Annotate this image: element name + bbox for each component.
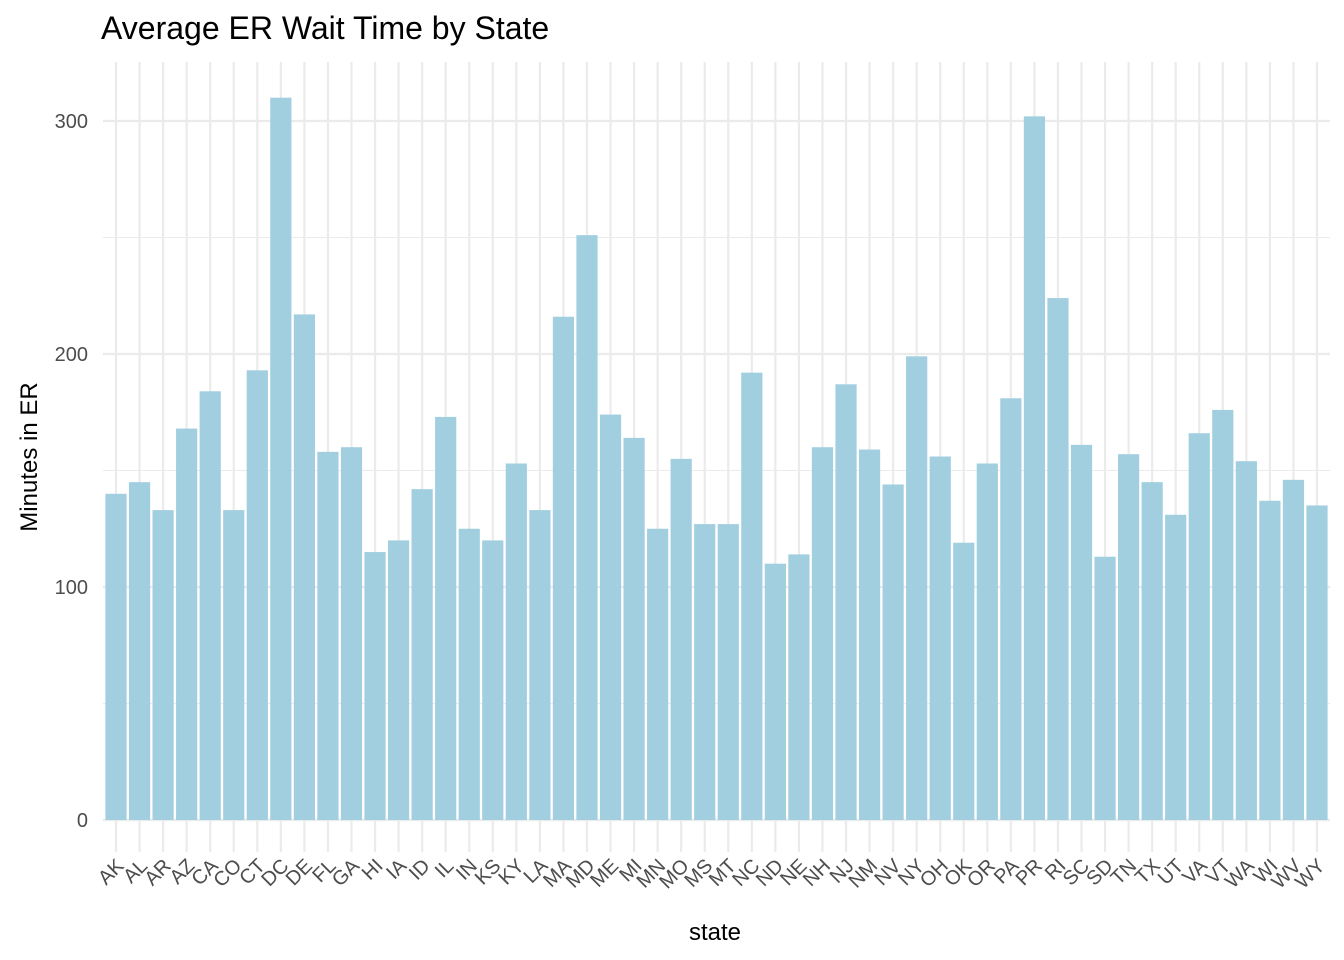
bar-nv (882, 484, 904, 820)
bar-in (458, 528, 480, 820)
bar-wi (1259, 500, 1281, 820)
bar-ok (953, 542, 975, 820)
bar-sd (1094, 556, 1116, 820)
y-axis-title: Minutes in ER (16, 382, 43, 531)
bar-ny (906, 356, 928, 820)
bar-de (293, 314, 315, 820)
bar-pr (1023, 116, 1046, 821)
bar-az (176, 428, 198, 820)
bar-layer (105, 97, 1328, 821)
bar-nd (764, 563, 786, 820)
bar-ar (152, 510, 174, 820)
bar-or (976, 463, 998, 820)
bar-al (128, 482, 151, 820)
bar-dc (270, 97, 292, 820)
bar-tn (1118, 454, 1140, 820)
bar-nh (811, 447, 834, 820)
bar-wv (1282, 479, 1305, 820)
bar-nj (835, 384, 857, 820)
bar-la (529, 510, 551, 820)
y-tick-label: 300 (55, 111, 88, 133)
x-tick-label: PR (1012, 855, 1047, 890)
bar-ne (788, 554, 810, 820)
x-tick-label: WY (1291, 855, 1329, 893)
bar-vt (1212, 409, 1234, 820)
y-tick-label: 100 (55, 577, 88, 599)
x-axis-title: state (689, 919, 741, 946)
bar-sc (1070, 444, 1093, 820)
bar-mo (670, 458, 692, 820)
chart-title: Average ER Wait Time by State (101, 10, 550, 46)
x-tick-label: GA (328, 855, 364, 891)
bar-wy (1306, 505, 1328, 820)
bar-oh (929, 456, 951, 820)
bar-md (576, 235, 598, 821)
bar-ma (552, 316, 575, 820)
bar-co (223, 510, 245, 820)
bar-ks (482, 540, 504, 820)
y-tick-label: 200 (55, 344, 88, 366)
bar-ga (340, 447, 363, 820)
bar-va (1188, 433, 1210, 820)
bar-ca (199, 391, 221, 820)
bar-mn (647, 528, 669, 820)
bar-pa (1000, 398, 1022, 820)
bar-nc (741, 372, 763, 820)
bar-nm (858, 449, 881, 820)
bar-tx (1141, 482, 1163, 820)
x-tick-label: ID (405, 855, 435, 885)
bar-ms (694, 524, 716, 820)
bar-ct (246, 370, 268, 820)
bar-hi (364, 552, 386, 820)
bar-mi (623, 437, 645, 820)
bar-il (435, 416, 457, 820)
bar-ak (105, 493, 127, 820)
bar-id (411, 489, 433, 820)
y-axis-ticks: 0 100 200 300 (55, 111, 88, 832)
x-axis-ticks: AKALARAZCACOCTDCDEFLGAHIIAIDILINKSKYLAMA… (94, 855, 1329, 894)
bar-ia (387, 540, 410, 820)
bar-wa (1235, 461, 1257, 820)
bar-ri (1047, 298, 1069, 821)
bar-mt (717, 524, 739, 820)
bar-fl (317, 451, 339, 820)
bar-ut (1165, 514, 1187, 820)
bar-me (599, 414, 622, 820)
bar-ky (505, 463, 527, 820)
y-tick-label: 0 (77, 810, 88, 832)
